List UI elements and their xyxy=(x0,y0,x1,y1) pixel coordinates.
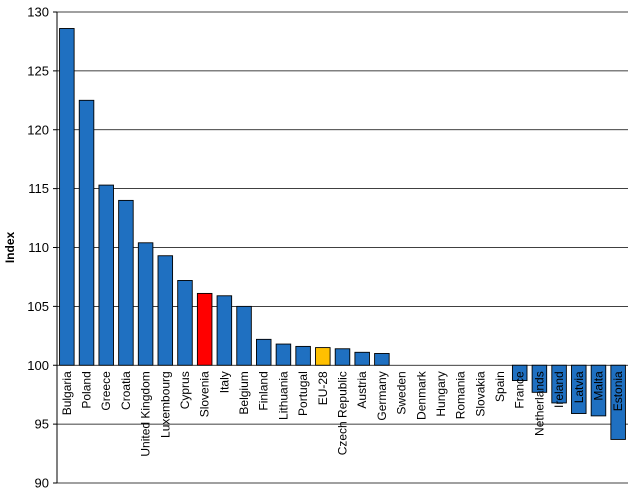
category-label: Sweden xyxy=(395,371,409,414)
bar-cyprus xyxy=(177,280,193,366)
category-label: Finland xyxy=(257,371,271,410)
category-labels: Bulgaria Poland Greece Croatia United Kingdo… xyxy=(60,370,625,456)
bar-greece xyxy=(98,184,114,366)
category-label: Croatia xyxy=(119,371,133,410)
bar-netherlands xyxy=(531,364,548,393)
bar-czech-republic xyxy=(334,348,351,366)
category-label: Denmark xyxy=(414,370,428,420)
bar-italy xyxy=(216,295,233,366)
bar-croatia xyxy=(118,199,134,366)
y-tick-label: 105 xyxy=(27,299,49,314)
bar-portugal xyxy=(295,345,311,366)
bar-bulgaria xyxy=(59,28,75,366)
category-label: Hungary xyxy=(434,371,448,416)
bar-belgium xyxy=(236,305,252,366)
category-label: Ireland xyxy=(552,371,566,408)
y-tick-label: 110 xyxy=(28,240,49,255)
category-label: Czech Republic xyxy=(336,371,350,455)
bars xyxy=(59,28,626,440)
bar-estonia xyxy=(610,364,626,440)
category-label: Slovenia xyxy=(198,371,212,417)
bar-eu-28 xyxy=(315,347,331,366)
y-tick-label: 90 xyxy=(35,476,49,491)
category-label: Lithuania xyxy=(276,371,290,420)
y-tick-label: 125 xyxy=(27,63,49,78)
category-label: Netherlands xyxy=(532,371,546,436)
category-label: Spain xyxy=(493,371,507,402)
bar-luxembourg xyxy=(157,255,174,366)
category-label: Malta xyxy=(591,371,605,401)
bar-latvia xyxy=(571,364,587,414)
category-label: Cyprus xyxy=(178,371,192,409)
category-label: France xyxy=(513,371,527,409)
y-tick-labels: 90 95 100 105 110 115 120 125 130 xyxy=(27,5,57,491)
bar-germany xyxy=(374,353,390,366)
bar-united-kingdom xyxy=(137,242,154,366)
category-label: Belgium xyxy=(237,371,251,414)
category-label: Luxembourg xyxy=(158,371,172,438)
category-label: Bulgaria xyxy=(60,371,74,415)
y-axis-title: Index xyxy=(3,232,17,264)
category-label: Austria xyxy=(355,371,369,409)
bar-malta xyxy=(590,364,607,417)
category-label: Slovakia xyxy=(473,371,487,417)
bar-ireland xyxy=(551,364,567,404)
bar-finland xyxy=(256,338,272,366)
y-tick-label: 120 xyxy=(27,122,49,137)
y-tick-label: 100 xyxy=(27,358,49,373)
y-tick-label: 95 xyxy=(35,417,49,432)
category-label: EU-28 xyxy=(316,371,330,405)
category-label: Estonia xyxy=(611,371,625,411)
y-tick-label: 130 xyxy=(27,5,49,20)
bar-france xyxy=(511,364,528,382)
category-label: Greece xyxy=(99,371,113,411)
bar-austria xyxy=(354,351,370,366)
y-tick-label: 115 xyxy=(28,181,49,196)
category-label: Romania xyxy=(454,371,468,419)
category-label: Latvia xyxy=(572,371,586,403)
bar-slovenia xyxy=(196,292,213,366)
category-label: United Kingdom xyxy=(139,371,153,456)
bar-lithuania xyxy=(275,343,292,366)
category-label: Portugal xyxy=(296,371,310,416)
bar-poland xyxy=(78,99,95,366)
category-label: Germany xyxy=(375,371,389,420)
category-label: Italy xyxy=(217,371,231,393)
category-label: Poland xyxy=(80,371,94,408)
